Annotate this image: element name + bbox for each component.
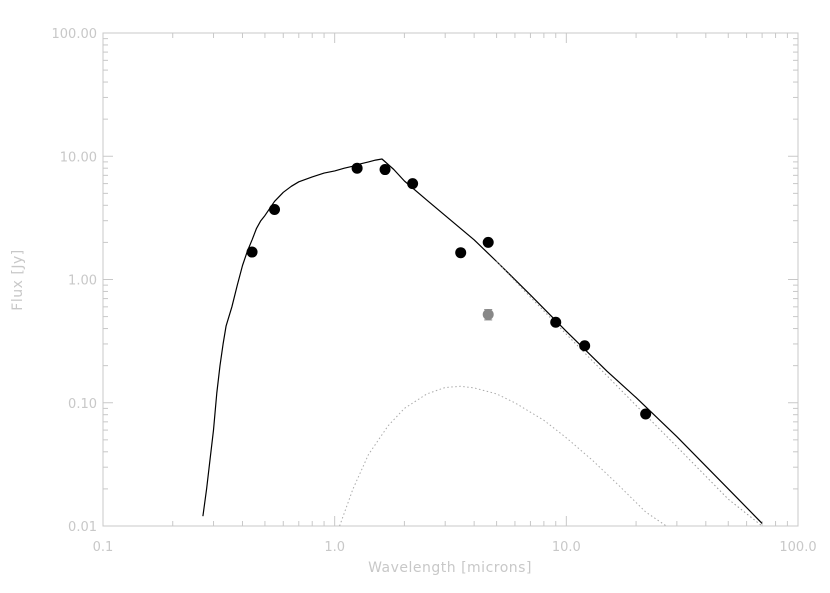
axis-ticks: [102, 33, 798, 527]
x-axis-label: Wavelength [microns]: [368, 560, 532, 576]
plot-frame: [102, 32, 799, 527]
photometry-point: [579, 340, 591, 352]
x-tick-label: 100.0: [779, 540, 816, 555]
photometry-point: [407, 178, 419, 190]
x-tick-labels: 0.1 1.0 10.0 100.0: [93, 540, 817, 555]
photometry-point: [640, 408, 652, 420]
photometry-point: [246, 246, 258, 258]
data-series: [202, 158, 763, 527]
y-tick-label: 0.01: [68, 520, 97, 535]
photometry-point: [550, 316, 562, 328]
y-tick-label: 1.00: [68, 274, 97, 289]
photometry-point-gray: [482, 309, 494, 321]
x-tick-label: 10.0: [552, 540, 581, 555]
photometry-point: [379, 164, 391, 176]
photometry-point: [455, 247, 467, 259]
y-tick-label: 100.00: [52, 27, 98, 42]
photometry-point: [482, 236, 494, 248]
y-tick-label: 0.10: [68, 397, 97, 412]
x-tick-label: 0.1: [93, 540, 114, 555]
photometry-point: [269, 203, 281, 215]
y-tick-labels: 0.01 0.10 1.00 10.00 100.00: [52, 27, 98, 535]
x-tick-label: 1.0: [324, 540, 345, 555]
stellar-model-line: [202, 158, 763, 524]
photometry-point: [351, 162, 363, 174]
y-axis-label: Flux [Jy]: [10, 249, 26, 310]
y-tick-label: 10.00: [60, 150, 97, 165]
plot-frame-group: [102, 32, 799, 527]
dust-component-dotted-line: [339, 385, 667, 527]
